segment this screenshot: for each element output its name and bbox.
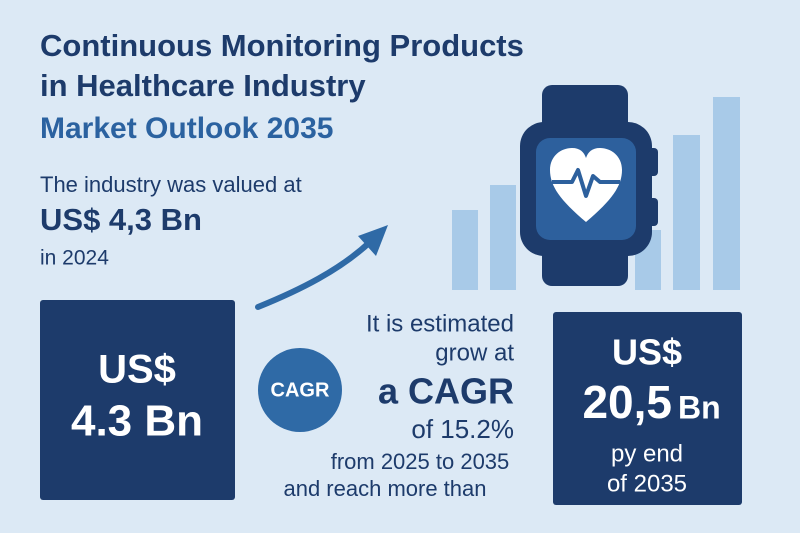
growth-cagr: a CAGR xyxy=(378,371,514,412)
smartwatch-icon xyxy=(520,85,658,286)
valuation-amount: US$ 4,3 Bn xyxy=(40,202,202,237)
growth-rate: of 15.2% xyxy=(411,414,514,444)
box-unit: Bn xyxy=(678,389,721,425)
box-amount: 4.3 Bn xyxy=(71,397,203,446)
growth-period: from 2025 to 2035 xyxy=(331,449,510,474)
cagr-badge xyxy=(258,348,342,432)
growth-text: grow at xyxy=(435,339,514,366)
valuation-year: in 2024 xyxy=(40,247,109,270)
title-line: in Healthcare Industry xyxy=(40,68,366,103)
title-line: Continuous Monitoring Products xyxy=(40,28,524,63)
growth-arrow xyxy=(255,225,388,310)
badge-label: CAGR xyxy=(271,379,330,401)
box-amount: 20,5 xyxy=(582,376,672,428)
box-note: py end xyxy=(611,440,683,467)
box-currency: US$ xyxy=(98,348,176,392)
growth-text: It is estimated xyxy=(366,310,514,337)
subtitle: Market Outlook 2035 xyxy=(40,112,333,145)
value-box xyxy=(553,312,742,505)
growth-reach: and reach more than xyxy=(283,476,486,501)
box-note: of 2035 xyxy=(607,470,687,497)
valuation-intro: The industry was valued at xyxy=(40,172,302,197)
box-currency: US$ xyxy=(612,332,682,373)
value-box xyxy=(40,300,235,500)
